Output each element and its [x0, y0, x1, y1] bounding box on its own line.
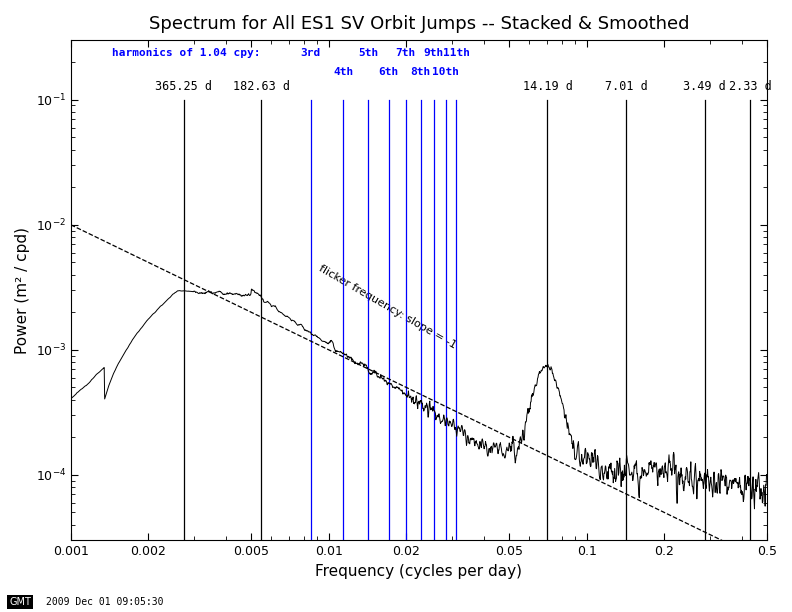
Text: 6th: 6th: [379, 67, 398, 76]
Text: 2.33 d: 2.33 d: [729, 80, 771, 92]
Text: 5th: 5th: [358, 48, 379, 58]
Text: 4th: 4th: [333, 67, 353, 76]
Text: 14.19 d: 14.19 d: [523, 80, 573, 92]
Text: 7.01 d: 7.01 d: [605, 80, 648, 92]
Text: 11th: 11th: [443, 48, 470, 58]
Text: 3.49 d: 3.49 d: [683, 80, 726, 92]
Text: 10th: 10th: [432, 67, 459, 76]
Text: 3rd: 3rd: [301, 48, 321, 58]
Y-axis label: Power (m² / cpd): Power (m² / cpd): [15, 226, 30, 354]
Text: harmonics of 1.04 cpy:: harmonics of 1.04 cpy:: [112, 48, 261, 58]
Text: 2009 Dec 01 09:05:30: 2009 Dec 01 09:05:30: [46, 597, 163, 607]
Text: GMT: GMT: [10, 597, 32, 607]
Text: 8th: 8th: [410, 67, 431, 76]
Title: Spectrum for All ES1 SV Orbit Jumps -- Stacked & Smoothed: Spectrum for All ES1 SV Orbit Jumps -- S…: [149, 15, 689, 33]
Text: flicker frequency: slope = -1: flicker frequency: slope = -1: [317, 263, 458, 351]
Text: 9th: 9th: [424, 48, 444, 58]
X-axis label: Frequency (cycles per day): Frequency (cycles per day): [315, 564, 523, 578]
Text: 7th: 7th: [396, 48, 416, 58]
Text: 182.63 d: 182.63 d: [233, 80, 290, 92]
Text: 365.25 d: 365.25 d: [155, 80, 212, 92]
